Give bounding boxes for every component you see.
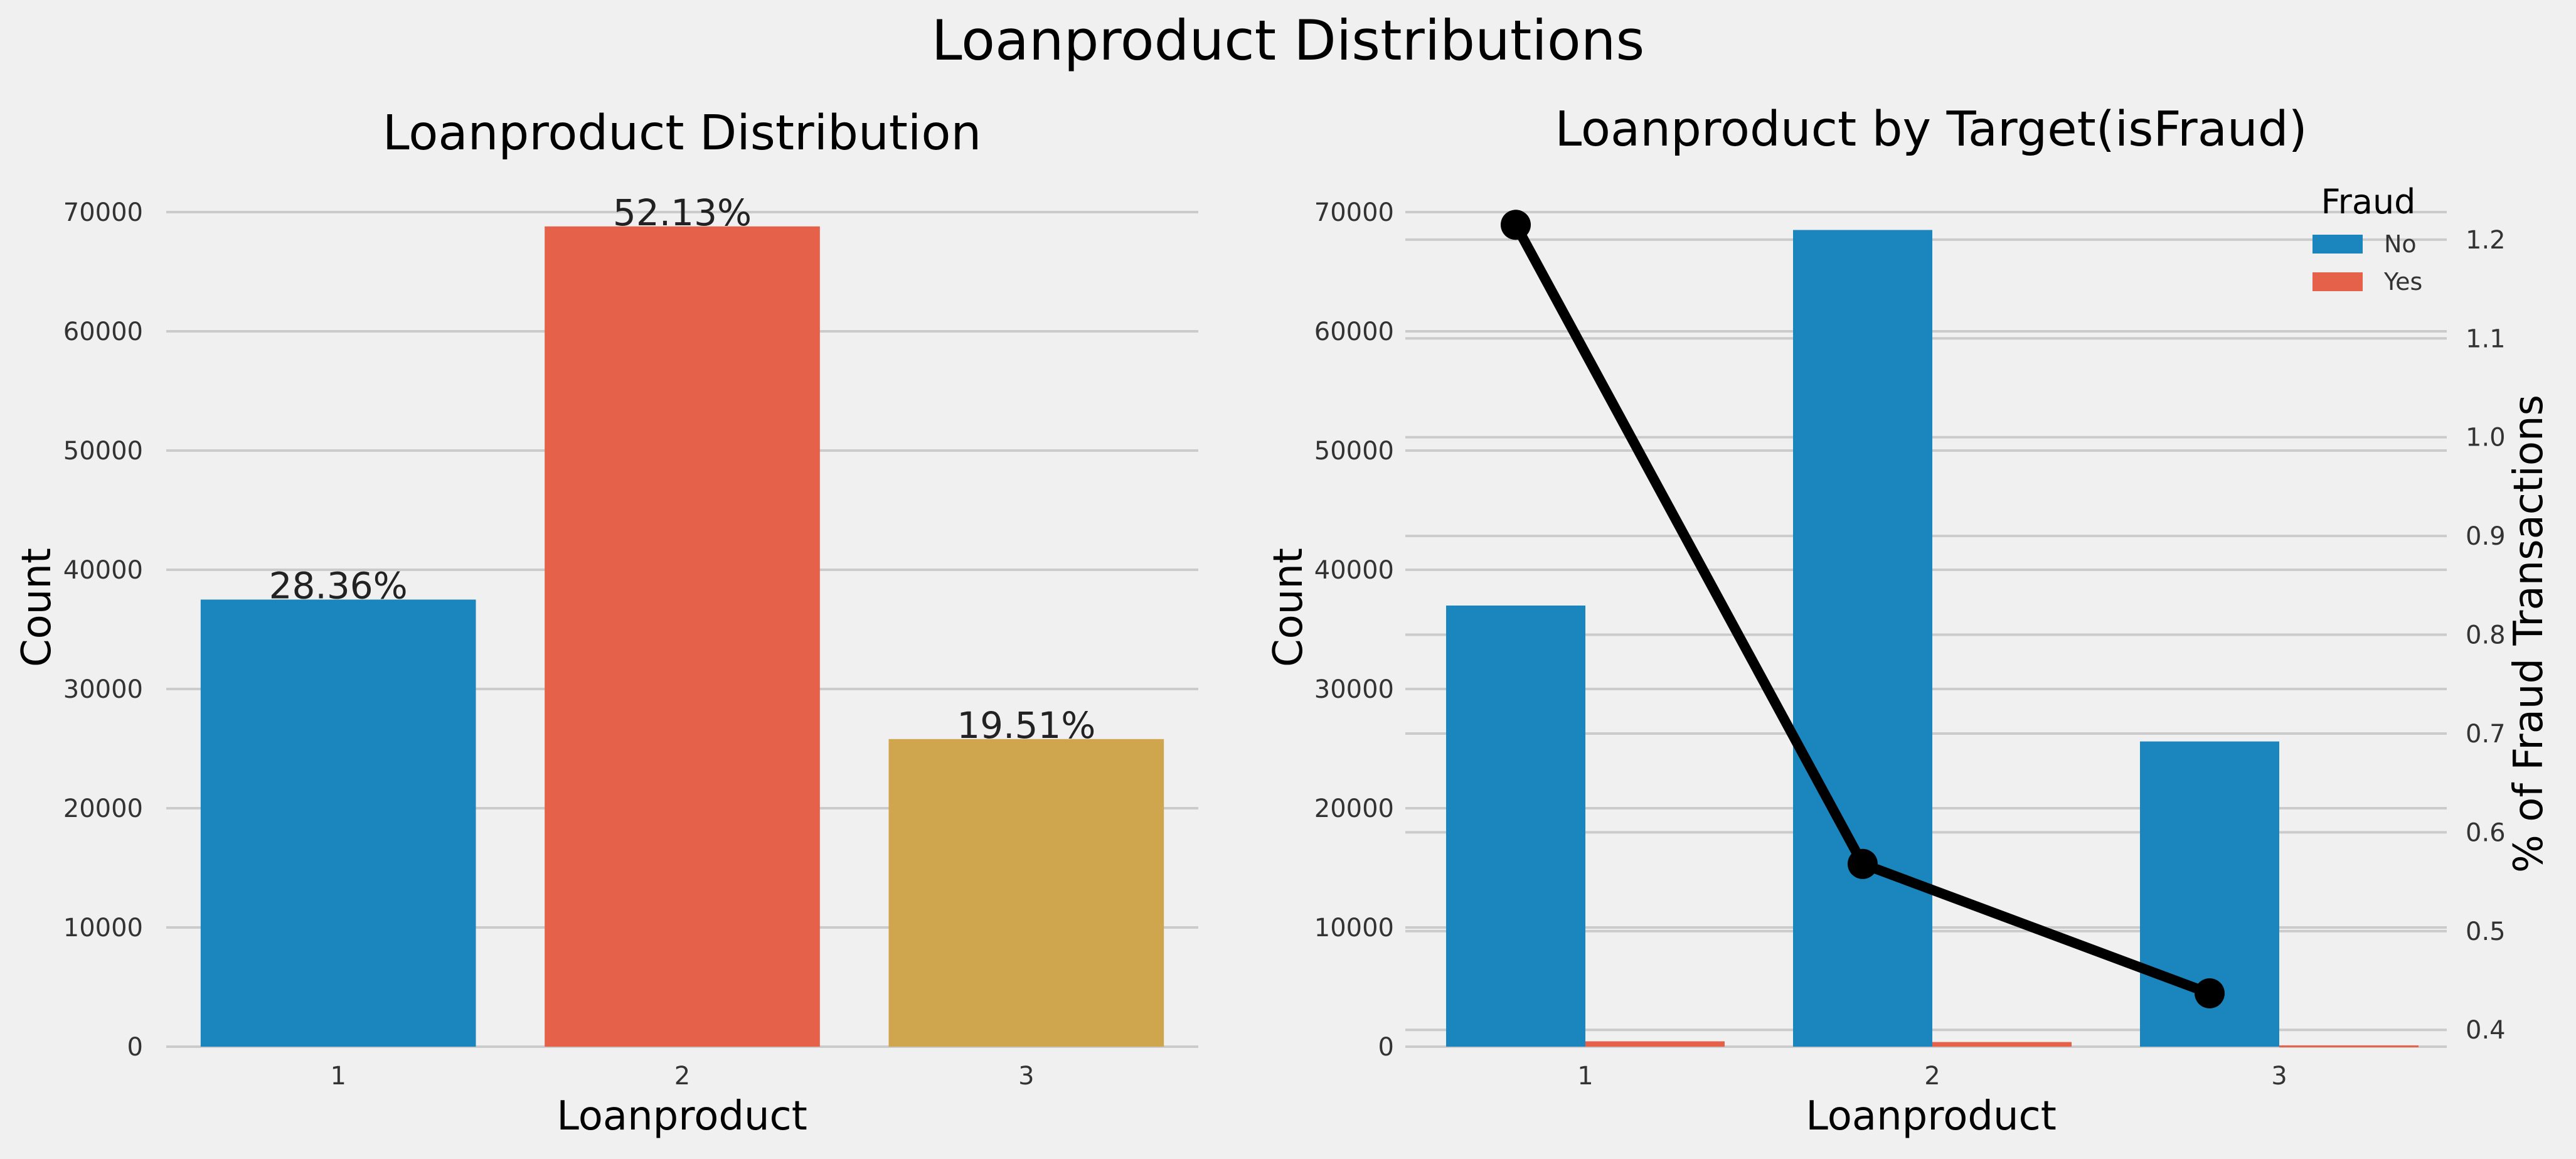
right-y2-tick-label: 0.4 xyxy=(2466,1016,2506,1045)
left-x-tick-label: 2 xyxy=(674,1062,690,1091)
right-y-tick-label: 60000 xyxy=(1314,318,1394,346)
right-y2-tick-label: 0.5 xyxy=(2466,917,2506,946)
right-y-tick-label: 70000 xyxy=(1314,198,1394,227)
left-y-tick-label: 30000 xyxy=(63,675,143,704)
right-chart-bars xyxy=(1446,230,2419,1047)
left-chart-data-labels: 28.36% 52.13% 19.51% xyxy=(269,191,1096,747)
right-chart-y2label: % of Fraud Transactions xyxy=(2506,395,2552,873)
left-bar-1 xyxy=(200,599,476,1047)
fraud-line-point-3 xyxy=(2195,978,2225,1008)
figure-title: Loanproduct Distributions xyxy=(932,8,1645,73)
right-y2-tick-label: 0.9 xyxy=(2466,522,2506,551)
right-y-tick-label: 40000 xyxy=(1314,556,1394,585)
right-chart-y-ticks: 0 10000 20000 30000 40000 50000 60000 70000 xyxy=(1314,198,1394,1062)
left-chart-xlabel: Loanproduct xyxy=(556,1093,807,1140)
right-y-tick-label: 20000 xyxy=(1314,794,1394,823)
right-y-tick-label: 30000 xyxy=(1314,675,1394,704)
right-bar-no-1 xyxy=(1446,606,1585,1047)
left-y-tick-label: 50000 xyxy=(63,437,143,466)
fraud-line-point-2 xyxy=(1848,848,1878,879)
right-chart-title: Loanproduct by Target(isFraud) xyxy=(1555,102,2307,158)
left-y-tick-label: 40000 xyxy=(63,556,143,585)
right-y2-tick-label: 0.7 xyxy=(2466,720,2506,749)
legend-title: Fraud xyxy=(2321,182,2416,222)
right-chart-x-ticks: 1 2 3 xyxy=(1577,1062,2287,1091)
left-bar-2 xyxy=(545,226,820,1047)
right-y2-tick-label: 0.8 xyxy=(2466,621,2506,650)
left-bar-data-label: 19.51% xyxy=(957,704,1095,747)
fraud-line-point-1 xyxy=(1501,210,1531,240)
left-y-tick-label: 0 xyxy=(127,1033,143,1062)
legend-swatch-no xyxy=(2313,235,2363,254)
right-x-tick-label: 1 xyxy=(1577,1062,1593,1091)
right-y-tick-label: 10000 xyxy=(1314,914,1394,943)
right-chart-ylabel: Count xyxy=(1265,548,1312,667)
right-y2-tick-label: 1.2 xyxy=(2466,226,2506,255)
legend-label-no: No xyxy=(2384,230,2417,258)
left-chart-title: Loanproduct Distribution xyxy=(383,105,982,161)
left-y-tick-label: 10000 xyxy=(63,914,143,943)
left-y-tick-label: 20000 xyxy=(63,794,143,823)
right-y-tick-label: 50000 xyxy=(1314,437,1394,466)
right-x-tick-label: 2 xyxy=(1924,1062,1940,1091)
left-bar-data-label: 28.36% xyxy=(269,565,408,607)
right-y2-tick-label: 0.6 xyxy=(2466,818,2506,847)
left-y-tick-label: 60000 xyxy=(63,318,143,346)
left-chart-y-ticks: 0 10000 20000 30000 40000 50000 60000 70000 xyxy=(63,198,143,1062)
right-bar-no-2 xyxy=(1793,230,1932,1047)
left-chart-bars xyxy=(200,226,1164,1047)
left-chart-x-ticks: 1 2 3 xyxy=(330,1062,1034,1091)
right-bar-yes-1 xyxy=(1585,1041,1725,1047)
right-bar-yes-3 xyxy=(2279,1045,2419,1047)
right-bar-yes-2 xyxy=(1932,1042,2072,1047)
right-y2-tick-label: 1.1 xyxy=(2466,324,2506,353)
right-chart-legend: Fraud No Yes xyxy=(2313,182,2422,296)
legend-swatch-yes xyxy=(2313,272,2363,291)
left-bar-data-label: 52.13% xyxy=(613,191,752,234)
left-chart-ylabel: Count xyxy=(14,548,60,667)
right-chart-xlabel: Loanproduct xyxy=(1806,1093,2057,1140)
right-chart: Loanproduct by Target(isFraud) Loanprodu… xyxy=(1265,102,2552,1140)
left-x-tick-label: 3 xyxy=(1018,1062,1034,1091)
legend-label-yes: Yes xyxy=(2383,268,2422,296)
right-chart-fraud-line xyxy=(1501,210,2225,1008)
left-x-tick-label: 1 xyxy=(330,1062,346,1091)
left-y-tick-label: 70000 xyxy=(63,198,143,227)
left-bar-3 xyxy=(888,739,1164,1047)
right-x-tick-label: 3 xyxy=(2271,1062,2287,1091)
right-chart-y2-ticks: 0.4 0.5 0.6 0.7 0.8 0.9 1.0 1.1 1.2 xyxy=(2466,226,2506,1045)
left-chart: Loanproduct Distribution Loanproduct Cou… xyxy=(14,105,1198,1140)
right-y-tick-label: 0 xyxy=(1378,1033,1394,1062)
right-y2-tick-label: 1.0 xyxy=(2466,424,2506,452)
